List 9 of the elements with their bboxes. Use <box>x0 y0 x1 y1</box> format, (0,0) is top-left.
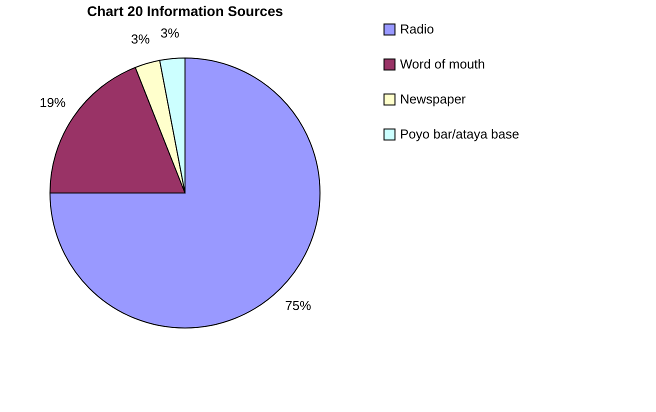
legend-label: Word of mouth <box>400 56 486 72</box>
data-label: 3% <box>130 31 150 46</box>
legend-label: Newspaper <box>400 92 466 106</box>
legend-label: Radio <box>400 22 434 36</box>
data-label: 75% <box>285 298 312 314</box>
data-label: 19% <box>40 95 66 110</box>
legend-label: Poyo bar/ataya base <box>400 126 520 142</box>
chart-title: Chart 20 Information Sources <box>86 3 284 19</box>
data-label: 3% <box>160 26 180 41</box>
